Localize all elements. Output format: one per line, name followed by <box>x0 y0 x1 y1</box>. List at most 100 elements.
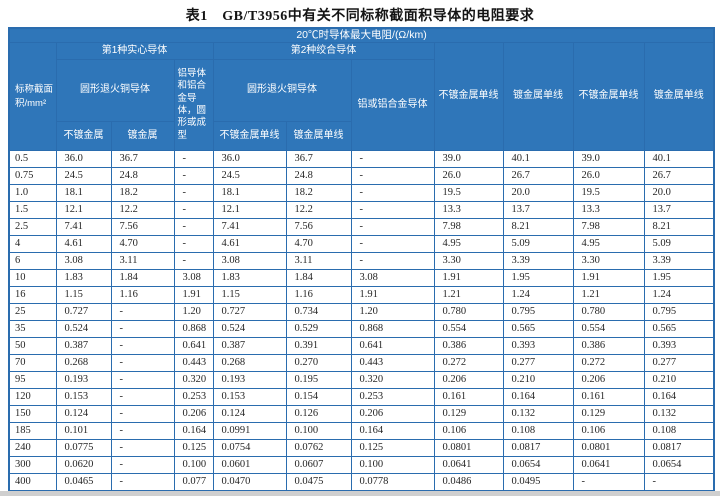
resistance-value: 0.0601 <box>212 456 287 475</box>
resistance-value: 18.1 <box>55 184 112 203</box>
resistance-value: 7.98 <box>433 218 504 237</box>
resistance-requirements-table: 20℃时导体最大电阻/(Ω/km) 标称截面积/mm² 第1种实心导体 第2种绞… <box>8 27 716 492</box>
resistance-value: 0.0654 <box>643 456 715 475</box>
resistance-value: 0.868 <box>173 320 214 339</box>
nominal-area-value: 240 <box>8 439 57 458</box>
resistance-value: 0.270 <box>285 354 352 373</box>
nominal-area-value: 35 <box>8 320 57 339</box>
resistance-value: 0.253 <box>173 388 214 407</box>
resistance-value: 0.272 <box>433 354 504 373</box>
resistance-value: 0.393 <box>502 337 574 356</box>
resistance-value: 0.727 <box>55 303 112 322</box>
resistance-value: 0.393 <box>643 337 715 356</box>
resistance-value: 40.1 <box>643 150 715 169</box>
resistance-value: 0.0641 <box>572 456 645 475</box>
resistance-value: 1.91 <box>173 286 214 305</box>
resistance-value: 26.0 <box>433 167 504 186</box>
resistance-value: 0.206 <box>572 371 645 390</box>
resistance-value: 3.08 <box>350 269 435 288</box>
resistance-value: 7.41 <box>212 218 287 237</box>
resistance-value: - <box>350 201 435 220</box>
header-max-resistance-20c: 20℃时导体最大电阻/(Ω/km) <box>8 27 715 44</box>
resistance-value: 3.11 <box>110 252 175 271</box>
resistance-value: 4.70 <box>110 235 175 254</box>
resistance-value: 0.132 <box>643 405 715 424</box>
resistance-value: - <box>110 439 175 458</box>
resistance-value: - <box>110 371 175 390</box>
resistance-value: 0.164 <box>350 422 435 441</box>
resistance-value: 0.268 <box>212 354 287 373</box>
resistance-value: 0.106 <box>433 422 504 441</box>
header-unplated-single-wire: 不镀金属单线 <box>212 121 287 152</box>
header-row-plating: 不镀金属 镀金属 不镀金属单线 镀金属单线 <box>9 121 714 152</box>
table-row: 0.5 36.0 36.7-36.0 36.7-39.0 40.1 39.0 40.1 <box>8 150 715 169</box>
resistance-value: 0.529 <box>285 320 352 339</box>
resistance-value: 13.7 <box>643 201 715 220</box>
resistance-value: 0.641 <box>173 337 214 356</box>
resistance-value: - <box>110 388 175 407</box>
resistance-value: - <box>110 320 175 339</box>
resistance-value: 3.08 <box>55 252 112 271</box>
resistance-value: 19.5 <box>433 184 504 203</box>
nominal-area-value: 0.5 <box>8 150 57 169</box>
resistance-value: 0.193 <box>55 371 112 390</box>
resistance-value: 0.210 <box>502 371 574 390</box>
resistance-value: 0.206 <box>350 405 435 424</box>
resistance-value: - <box>173 184 214 203</box>
resistance-value: 0.125 <box>173 439 214 458</box>
nominal-area-value: 50 <box>8 337 57 356</box>
resistance-value: - <box>173 218 214 237</box>
resistance-value: - <box>350 150 435 169</box>
resistance-value: 0.0817 <box>643 439 715 458</box>
resistance-value: 0.272 <box>572 354 645 373</box>
resistance-value: 12.1 <box>212 201 287 220</box>
table-row: 185 0.101-0.164 0.0991 0.100 0.164 0.106 0.108… <box>8 422 715 441</box>
resistance-value: 1.91 <box>350 286 435 305</box>
resistance-value: 0.101 <box>55 422 112 441</box>
resistance-value: 36.7 <box>285 150 352 169</box>
resistance-value: 0.0762 <box>285 439 352 458</box>
nominal-area-value: 1.0 <box>8 184 57 203</box>
resistance-value: 0.108 <box>643 422 715 441</box>
resistance-value: 1.20 <box>350 303 435 322</box>
page-bottom-edge <box>0 491 720 496</box>
resistance-value: 3.39 <box>502 252 574 271</box>
resistance-value: 4.61 <box>55 235 112 254</box>
resistance-value: 0.565 <box>502 320 574 339</box>
resistance-value: 24.5 <box>212 167 287 186</box>
resistance-value: 0.077 <box>173 473 214 492</box>
resistance-value: 13.3 <box>433 201 504 220</box>
resistance-value: - <box>643 473 715 492</box>
resistance-value: 0.387 <box>55 337 112 356</box>
header-aluminium-stranded: 铝或铝合金导体 <box>350 59 435 152</box>
resistance-value: 0.795 <box>502 303 574 322</box>
resistance-value: 1.91 <box>433 269 504 288</box>
resistance-value: 7.98 <box>572 218 645 237</box>
resistance-value: 4.95 <box>572 235 645 254</box>
resistance-value: 3.39 <box>643 252 715 271</box>
resistance-value: 8.21 <box>502 218 574 237</box>
resistance-value: 0.734 <box>285 303 352 322</box>
resistance-value: 18.1 <box>212 184 287 203</box>
resistance-value: 19.5 <box>572 184 645 203</box>
resistance-value: 0.193 <box>212 371 287 390</box>
resistance-value: - <box>350 184 435 203</box>
resistance-value: 1.16 <box>285 286 352 305</box>
resistance-value: 0.0607 <box>285 456 352 475</box>
nominal-area-value: 400 <box>8 473 57 492</box>
resistance-value: 0.391 <box>285 337 352 356</box>
resistance-value: 0.320 <box>173 371 214 390</box>
resistance-value: - <box>110 456 175 475</box>
resistance-value: 3.11 <box>285 252 352 271</box>
resistance-value: 0.129 <box>572 405 645 424</box>
resistance-value: 3.30 <box>433 252 504 271</box>
nominal-area-value: 6 <box>8 252 57 271</box>
header-type1-solid-conductor: 第1种实心导体 <box>55 42 214 61</box>
resistance-value: 39.0 <box>433 150 504 169</box>
table-title: 表1 GB/T3956中有关不同标称截面积导体的电阻要求 <box>185 9 535 24</box>
resistance-value: 0.0778 <box>350 473 435 492</box>
resistance-value: 0.132 <box>502 405 574 424</box>
resistance-value: 3.08 <box>212 252 287 271</box>
resistance-value: 1.24 <box>502 286 574 305</box>
resistance-value: 0.268 <box>55 354 112 373</box>
